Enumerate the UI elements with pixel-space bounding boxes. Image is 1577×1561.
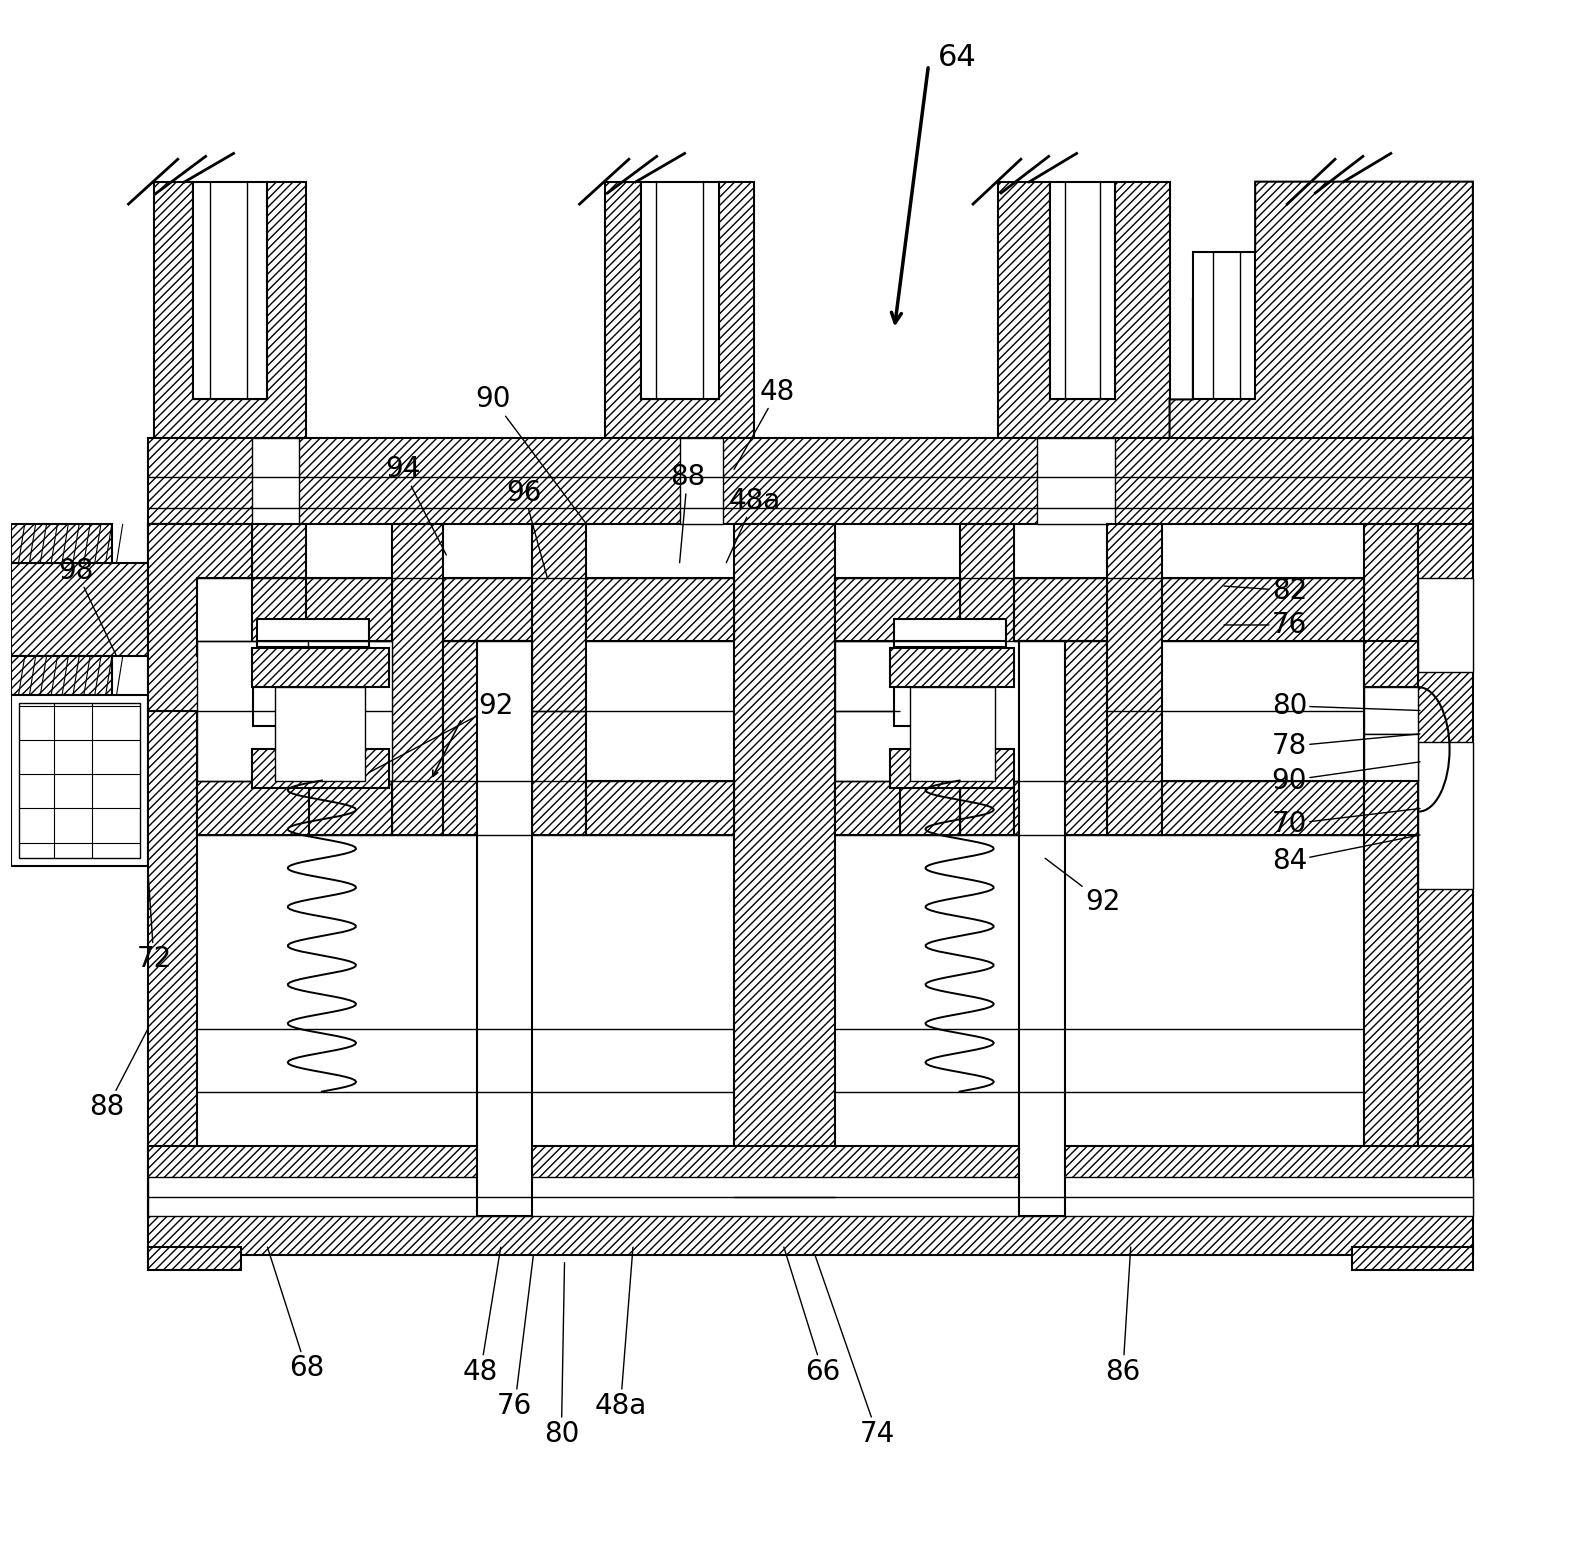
Polygon shape [1107,524,1162,835]
Bar [894,687,975,726]
Polygon shape [155,181,306,439]
Bar [1418,578,1473,671]
Bar [11,656,112,695]
Polygon shape [148,439,1473,524]
Bar [1364,734,1418,780]
Text: 88: 88 [670,464,705,562]
Bar [1364,640,1418,687]
Bar [257,618,369,646]
Text: 90: 90 [1271,762,1419,795]
Bar [192,181,268,400]
Bar [11,695,148,866]
Bar [836,640,1030,780]
Text: 90: 90 [475,386,587,524]
Polygon shape [1162,780,1364,835]
Text: 64: 64 [938,42,976,72]
Text: 74: 74 [815,1255,894,1447]
Text: 80: 80 [544,1263,579,1447]
Polygon shape [1418,524,1473,1216]
Polygon shape [443,640,531,835]
Polygon shape [148,524,306,710]
Bar [1418,741,1473,890]
Polygon shape [11,562,148,656]
Polygon shape [197,578,391,640]
Bar [1364,780,1418,835]
Text: 96: 96 [506,479,547,578]
Bar [252,648,390,687]
Bar [252,439,298,524]
Polygon shape [998,181,1170,439]
Polygon shape [900,640,959,835]
Bar [910,687,995,780]
Polygon shape [836,578,959,640]
Text: 48a: 48a [727,487,781,562]
Text: 70: 70 [1271,809,1419,838]
Polygon shape [148,1146,1473,1255]
Bar [1192,251,1255,400]
Bar [1364,687,1418,734]
Polygon shape [587,780,733,835]
Polygon shape [1170,181,1473,439]
Bar [276,687,366,780]
Text: 84: 84 [1271,835,1419,876]
Text: 80: 80 [1271,692,1419,720]
Polygon shape [1014,578,1107,640]
Text: 48: 48 [464,1247,501,1386]
Polygon shape [1364,524,1418,1216]
Polygon shape [587,578,733,640]
Bar [889,648,1014,687]
Text: 68: 68 [268,1247,323,1383]
Bar [197,578,252,656]
Bar [894,618,1006,646]
Text: 98: 98 [58,557,117,656]
Bar [1351,1247,1473,1271]
Bar [1050,181,1115,400]
Text: 72: 72 [136,866,172,974]
Polygon shape [959,524,1014,835]
Bar [640,181,719,400]
Text: 82: 82 [1224,576,1307,604]
Bar [197,640,391,780]
Text: 88: 88 [90,1029,148,1121]
Polygon shape [1014,640,1107,835]
Polygon shape [148,524,306,710]
Bar [252,749,390,788]
Polygon shape [309,640,391,835]
Polygon shape [148,710,197,1216]
Text: 92: 92 [1046,859,1120,916]
Polygon shape [443,578,531,640]
Text: 66: 66 [784,1247,841,1386]
Text: 48a: 48a [595,1247,647,1421]
Bar [19,702,140,859]
Bar [254,687,334,726]
Polygon shape [1162,578,1364,640]
Text: 76: 76 [1224,610,1307,638]
Bar [11,524,112,562]
Text: 48: 48 [733,378,795,470]
Bar [889,749,1014,788]
Bar [1019,640,1066,1216]
Bar [680,439,724,524]
Text: 94: 94 [385,456,446,556]
Bar [148,1247,241,1271]
Bar [148,1177,1473,1216]
Polygon shape [531,524,587,835]
Text: 76: 76 [497,1255,533,1421]
Text: 78: 78 [1271,732,1419,760]
Text: 86: 86 [1105,1247,1140,1386]
Polygon shape [391,524,443,835]
Bar [478,640,531,1216]
Polygon shape [733,524,836,1216]
Text: 92: 92 [369,692,514,773]
Polygon shape [606,181,754,439]
Bar [1038,439,1115,524]
Polygon shape [836,780,959,835]
Polygon shape [197,780,391,835]
